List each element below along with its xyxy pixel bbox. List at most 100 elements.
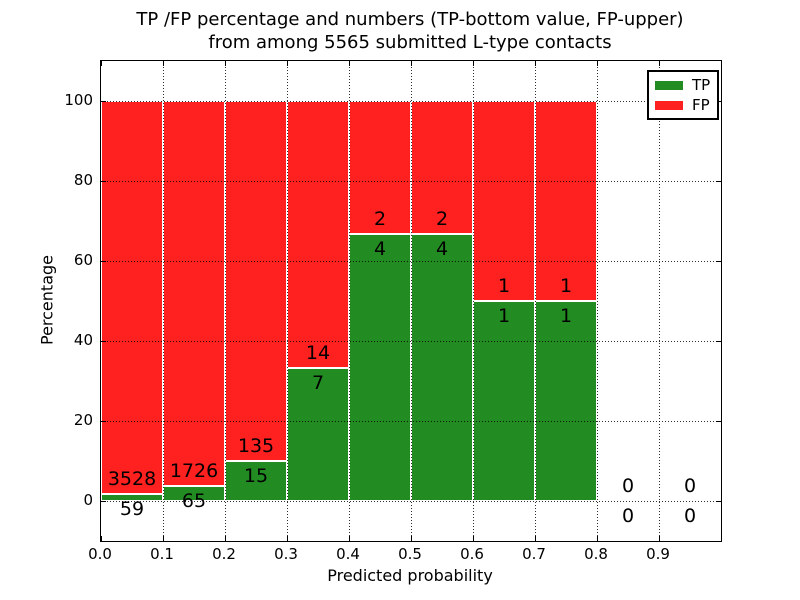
x-tick-label: 0.0 — [88, 545, 112, 563]
fp-count-label: 2 — [373, 208, 387, 231]
fp-count-label: 1 — [497, 275, 511, 297]
x-tick-mark-top — [163, 61, 164, 66]
gridline-x-0.7 — [534, 61, 536, 541]
tp-count-label: 4 — [373, 238, 387, 261]
tp-count-label: 15 — [243, 465, 269, 487]
bar-segment-fp — [411, 101, 473, 235]
x-tick-mark — [225, 536, 226, 541]
x-tick-mark — [535, 536, 536, 541]
fp-count-label: 1 — [559, 275, 573, 297]
y-tick-mark-right — [716, 421, 721, 422]
bar-segment-tp — [411, 234, 473, 501]
gridline-x-0.9 — [658, 61, 660, 541]
x-tick-mark-top — [101, 61, 102, 66]
y-tick-mark — [101, 261, 106, 262]
y-tick-label: 80 — [73, 171, 93, 189]
x-tick-mark — [659, 536, 660, 541]
y-tick-mark-right — [716, 501, 721, 502]
x-tick-mark — [287, 536, 288, 541]
gridline-x-0.1 — [162, 61, 164, 541]
x-tick-mark — [473, 536, 474, 541]
tp-count-label: 1 — [559, 305, 573, 327]
gridline-x-0.8 — [596, 61, 598, 541]
x-axis-label: Predicted probability — [327, 566, 493, 585]
gridline-x-0.3 — [286, 61, 288, 541]
tp-count-label: 59 — [119, 498, 145, 521]
bar-segment-fp — [473, 101, 535, 301]
x-tick-mark-top — [411, 61, 412, 66]
x-tick-mark-top — [535, 61, 536, 66]
bar-segment-tp — [473, 301, 535, 501]
fp-legend-label: FP — [692, 96, 710, 114]
tp-count-label: 4 — [435, 238, 449, 261]
bar-segment-fp — [535, 101, 597, 301]
tp-count-label: 65 — [181, 490, 207, 513]
y-tick-mark — [101, 181, 106, 182]
legend: TP FP — [647, 70, 720, 120]
x-tick-mark — [101, 536, 102, 541]
y-tick-mark — [101, 421, 106, 422]
tp-legend-label: TP — [692, 76, 711, 94]
y-tick-mark-right — [716, 181, 721, 182]
fp-count-label: 14 — [305, 341, 331, 364]
gridline-x-0.2 — [224, 61, 226, 541]
x-tick-mark — [163, 536, 164, 541]
gridline-x-0.4 — [348, 61, 350, 541]
x-tick-label: 0.1 — [150, 545, 174, 563]
x-tick-label: 0.5 — [398, 545, 422, 563]
bar-segment-fp — [163, 101, 225, 487]
x-tick-label: 0.3 — [274, 545, 298, 563]
y-tick-mark — [101, 341, 106, 342]
fp-count-label: 0 — [621, 475, 635, 497]
y-tick-label: 0 — [83, 491, 93, 509]
legend-item-fp: FP — [655, 95, 710, 115]
x-tick-mark — [411, 536, 412, 541]
x-tick-label: 0.6 — [460, 545, 484, 563]
gridline-x-0.6 — [472, 61, 474, 541]
y-tick-label: 60 — [73, 251, 93, 269]
gridline-x-0.5 — [410, 61, 412, 541]
x-tick-mark-top — [659, 61, 660, 66]
bar-segment-tp — [349, 234, 411, 501]
fp-count-label: 135 — [237, 435, 275, 457]
y-tick-label: 20 — [73, 411, 93, 429]
fp-count-label: 1726 — [169, 460, 219, 483]
plot-area: TP FP 3528 59 1726 65 135 15 14 7 2 4 2 4 1 1 1 1 0 0 0 0 — [100, 60, 722, 542]
x-tick-label: 0.8 — [584, 545, 608, 563]
x-tick-label: 0.7 — [522, 545, 546, 563]
bar-segment-fp — [287, 101, 349, 368]
y-tick-label: 100 — [64, 91, 93, 109]
bar-segment-fp — [225, 101, 287, 461]
y-tick-label: 40 — [73, 331, 93, 349]
chart-title-line-1: TP /FP percentage and numbers (TP-bottom… — [136, 9, 684, 30]
bar-segment-fp — [349, 101, 411, 235]
x-tick-mark-top — [225, 61, 226, 66]
x-tick-label: 0.2 — [212, 545, 236, 563]
x-tick-mark-top — [349, 61, 350, 66]
x-tick-mark-top — [473, 61, 474, 66]
tp-count-label: 7 — [311, 371, 325, 394]
x-tick-mark — [597, 536, 598, 541]
bar-segment-fp — [101, 101, 163, 495]
fp-count-label: 2 — [435, 208, 449, 231]
fp-count-label: 3528 — [107, 468, 157, 491]
fp-legend-swatch — [655, 100, 683, 110]
x-tick-label: 0.4 — [336, 545, 360, 563]
tp-count-label: 1 — [497, 305, 511, 327]
y-tick-mark — [101, 501, 106, 502]
chart-title: TP /FP percentage and numbers (TP-bottom… — [136, 8, 683, 54]
y-tick-mark — [101, 101, 106, 102]
tp-legend-swatch — [655, 80, 683, 90]
chart-title-line-2: from among 5565 submitted L-type contact… — [208, 32, 612, 53]
y-tick-mark-right — [716, 341, 721, 342]
y-tick-mark-right — [716, 261, 721, 262]
tp-count-label: 0 — [621, 505, 635, 527]
tp-count-label: 0 — [683, 505, 697, 527]
x-tick-mark — [349, 536, 350, 541]
x-tick-mark-top — [597, 61, 598, 66]
fp-count-label: 0 — [683, 475, 697, 497]
x-tick-label: 0.9 — [646, 545, 670, 563]
x-tick-mark-top — [287, 61, 288, 66]
legend-item-tp: TP — [655, 75, 710, 95]
